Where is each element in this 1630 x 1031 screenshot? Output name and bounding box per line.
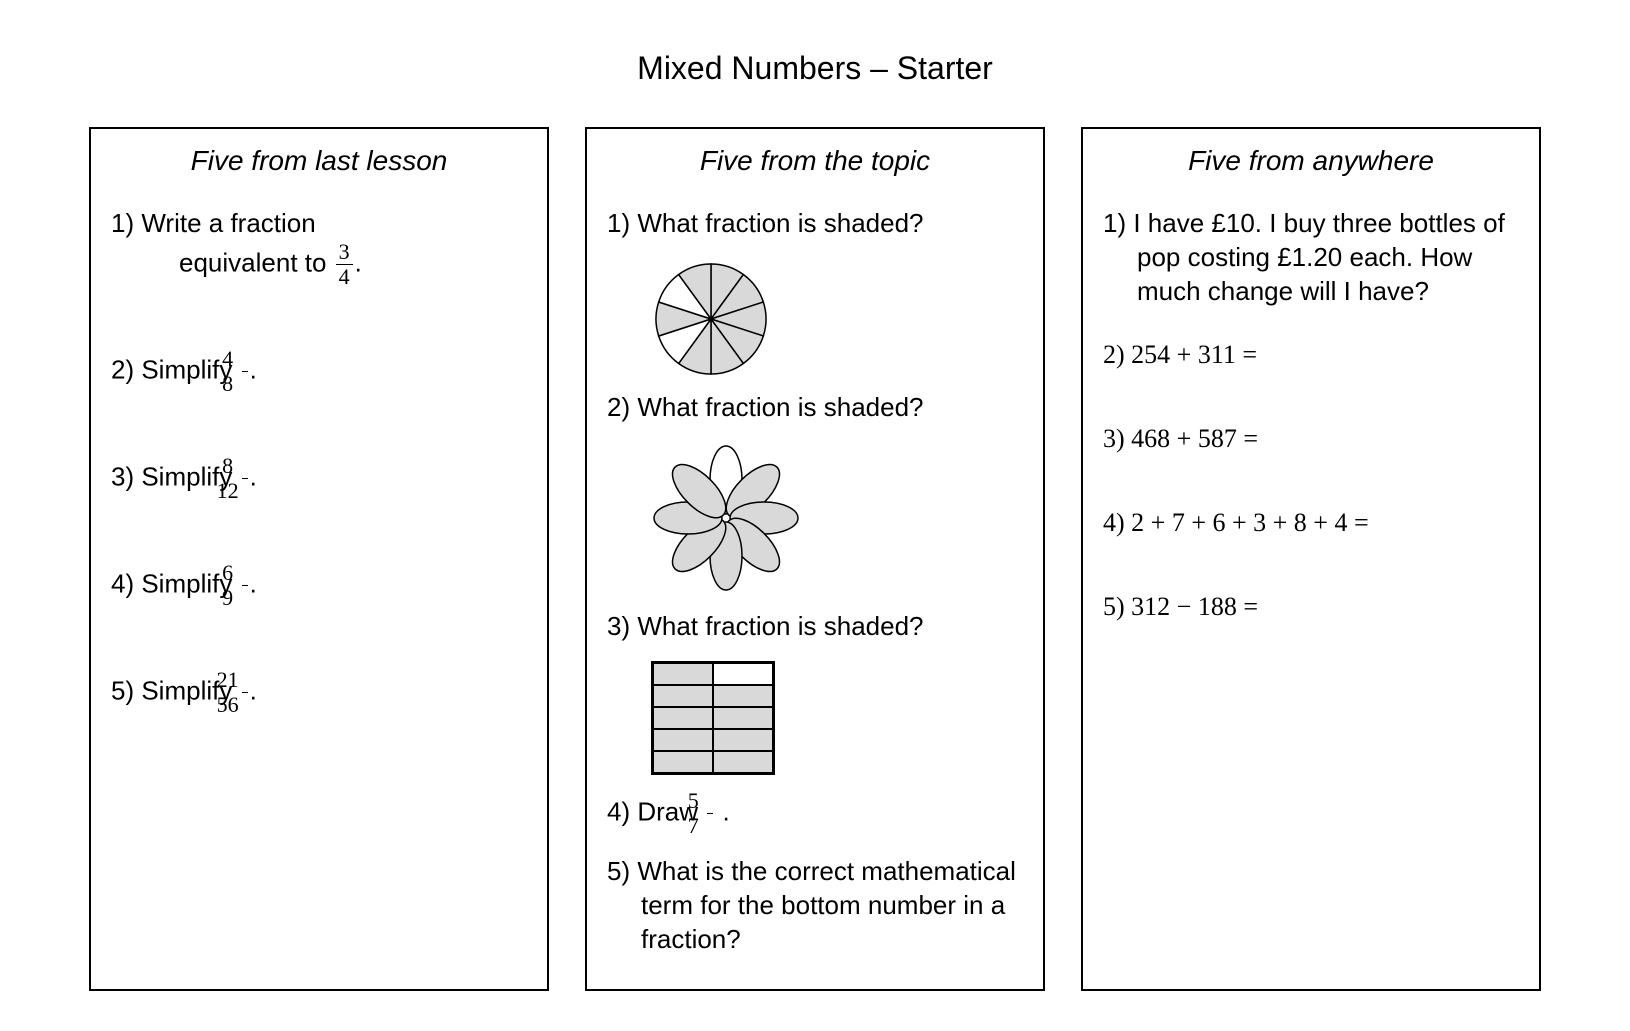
fraction-3-4: 34 xyxy=(336,241,353,288)
pie-diagram xyxy=(651,259,1023,379)
frac-num: 6 xyxy=(242,562,248,585)
flower-svg xyxy=(651,443,801,593)
frac-num: 5 xyxy=(707,790,713,813)
fraction-4-8: 48 xyxy=(242,348,248,395)
c1-q3-b: . xyxy=(250,461,257,491)
frac-num: 8 xyxy=(242,455,248,478)
c3-q1: 1) I have £10. I buy three bottles of po… xyxy=(1103,207,1519,308)
grid-diagram-wrap xyxy=(651,661,1023,778)
fraction-21-56: 2156 xyxy=(242,669,248,716)
c1-q2: 2) Simplify 48. xyxy=(111,348,527,395)
frac-den: 4 xyxy=(336,264,353,288)
c1-q2-a: 2) Simplify xyxy=(111,354,240,384)
panel-title-3: Five from anywhere xyxy=(1103,145,1519,177)
grid-diagram xyxy=(651,661,775,775)
frac-den: 12 xyxy=(242,478,248,502)
panel-topic: Five from the topic 1) What fraction is … xyxy=(585,127,1045,991)
c1-q1-line2b: . xyxy=(355,247,362,277)
frac-num: 4 xyxy=(242,348,248,371)
c3-q3: 3) 468 + 587 = xyxy=(1103,422,1519,456)
frac-den: 8 xyxy=(242,371,248,395)
frac-num: 3 xyxy=(336,241,353,264)
panel-anywhere: Five from anywhere 1) I have £10. I buy … xyxy=(1081,127,1541,991)
c1-q1: 1) Write a fraction equivalent to 34. xyxy=(111,207,527,288)
c1-q4-a: 4) Simplify xyxy=(111,568,240,598)
frac-den: 7 xyxy=(707,813,713,837)
worksheet-page: Mixed Numbers – Starter Five from last l… xyxy=(0,0,1630,1031)
fraction-5-7: 57 xyxy=(707,790,713,837)
panel-title-2: Five from the topic xyxy=(607,145,1023,177)
c1-q5: 5) Simplify 2156. xyxy=(111,669,527,716)
panel-last-lesson: Five from last lesson 1) Write a fractio… xyxy=(89,127,549,991)
c2-q3: 3) What fraction is shaded? xyxy=(607,610,1023,644)
page-title: Mixed Numbers – Starter xyxy=(0,50,1630,87)
c1-q2-b: . xyxy=(250,354,257,384)
columns-container: Five from last lesson 1) Write a fractio… xyxy=(0,127,1630,1031)
c2-q4: 4) Draw 57 . xyxy=(607,790,1023,837)
c2-q2: 2) What fraction is shaded? xyxy=(607,391,1023,425)
c1-q3: 3) Simplify 812. xyxy=(111,455,527,502)
c2-q1: 1) What fraction is shaded? xyxy=(607,207,1023,241)
c1-q1-line2a: equivalent to xyxy=(179,247,334,277)
c2-q4-b: . xyxy=(715,797,729,827)
frac-den: 56 xyxy=(242,692,248,716)
fraction-6-9: 69 xyxy=(242,562,248,609)
c2-q5: 5) What is the correct mathematical term… xyxy=(607,855,1023,956)
c1-q4: 4) Simplify 69. xyxy=(111,562,527,609)
c1-q4-b: . xyxy=(250,568,257,598)
frac-num: 21 xyxy=(242,669,248,692)
fraction-8-12: 812 xyxy=(242,455,248,502)
c3-q4: 4) 2 + 7 + 6 + 3 + 8 + 4 = xyxy=(1103,506,1519,540)
panel-title-1: Five from last lesson xyxy=(111,145,527,177)
flower-diagram xyxy=(651,443,1023,598)
c1-q5-b: . xyxy=(250,675,257,705)
pie-svg xyxy=(651,259,771,379)
c1-q1-line1: 1) Write a fraction xyxy=(111,208,316,238)
c3-q2: 2) 254 + 311 = xyxy=(1103,338,1519,372)
c3-q5: 5) 312 − 188 = xyxy=(1103,590,1519,624)
frac-den: 9 xyxy=(242,585,248,609)
